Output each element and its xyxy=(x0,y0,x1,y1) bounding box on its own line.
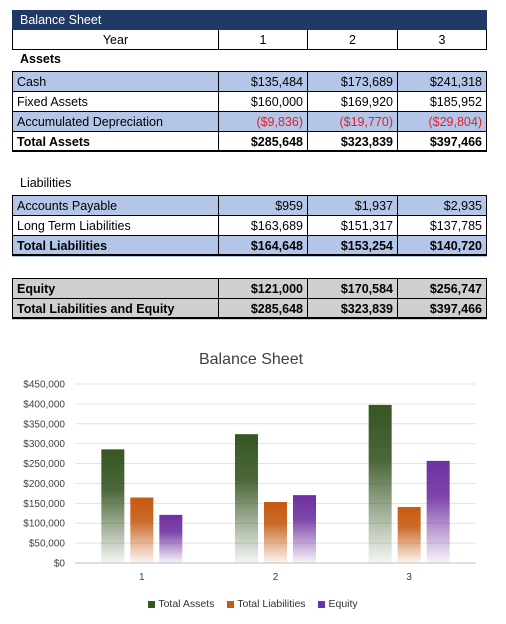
legend-swatch xyxy=(318,600,326,608)
legend-label: Total Liabilities xyxy=(237,598,306,610)
row-value: $163,689 xyxy=(219,216,308,236)
row-value: $1,937 xyxy=(308,196,398,216)
legend-label: Equity xyxy=(328,598,358,610)
bar-total-assets xyxy=(101,449,125,563)
year-header-row: Year 1 2 3 xyxy=(12,30,487,50)
row-value: $135,484 xyxy=(219,72,308,92)
equity-row: Equity $121,000 $170,584 $256,747 xyxy=(12,278,487,299)
bar-total-liabilities xyxy=(397,507,421,563)
row-value: $285,648 xyxy=(219,132,308,152)
total-assets-row: Total Assets $285,648 $323,839 $397,466 xyxy=(12,132,487,153)
sheet-title: Balance Sheet xyxy=(12,10,487,30)
row-value: $241,318 xyxy=(398,72,487,92)
row-label: Accumulated Depreciation xyxy=(12,112,219,132)
legend-item: Total Assets xyxy=(148,598,214,610)
table-row: Fixed Assets $160,000 $169,920 $185,952 xyxy=(12,92,487,112)
y-tick-label: $400,000 xyxy=(23,399,65,410)
bar-total-assets xyxy=(368,404,392,563)
assets-header: Assets xyxy=(20,52,61,66)
table-row: Accounts Payable $959 $1,937 $2,935 xyxy=(12,195,487,216)
row-value: $185,952 xyxy=(398,92,487,112)
row-value: ($19,770) xyxy=(308,112,398,132)
row-value: $153,254 xyxy=(308,236,398,256)
legend-swatch xyxy=(148,600,156,608)
bar-equity xyxy=(293,495,316,563)
row-label: Accounts Payable xyxy=(12,196,219,216)
row-value: $323,839 xyxy=(308,132,398,152)
row-value: $2,935 xyxy=(398,196,487,216)
row-value: $164,648 xyxy=(219,236,308,256)
x-tick-label: 2 xyxy=(273,572,279,583)
bar-equity xyxy=(159,514,183,563)
row-value: $160,000 xyxy=(219,92,308,112)
row-value: $140,720 xyxy=(398,236,487,256)
chart-legend: Total Assets Total Liabilities Equity xyxy=(0,598,506,610)
row-value: $256,747 xyxy=(398,279,487,299)
table-row: Long Term Liabilities $163,689 $151,317 … xyxy=(12,216,487,236)
row-value: $169,920 xyxy=(308,92,398,112)
row-value: $323,839 xyxy=(308,299,398,319)
x-tick-label: 1 xyxy=(139,572,145,583)
row-value: $170,584 xyxy=(308,279,398,299)
row-label: Fixed Assets xyxy=(12,92,219,112)
chart-title: Balance Sheet xyxy=(199,351,304,368)
legend-label: Total Assets xyxy=(158,598,215,610)
year-2: 2 xyxy=(308,30,398,50)
row-label: Long Term Liabilities xyxy=(12,216,219,236)
table-row: Accumulated Depreciation ($9,836) ($19,7… xyxy=(12,112,487,132)
y-tick-label: $150,000 xyxy=(23,499,65,510)
table-row: Cash $135,484 $173,689 $241,318 xyxy=(12,71,487,92)
bar-total-liabilities xyxy=(264,502,287,563)
y-tick-label: $0 xyxy=(54,559,66,570)
y-tick-label: $350,000 xyxy=(23,419,65,430)
legend-item: Total Liabilities xyxy=(227,598,306,610)
total-liab-equity-row: Total Liabilities and Equity $285,648 $3… xyxy=(12,299,487,320)
y-tick-label: $450,000 xyxy=(23,380,65,391)
row-value: $151,317 xyxy=(308,216,398,236)
row-value: $959 xyxy=(219,196,308,216)
row-label: Total Liabilities and Equity xyxy=(12,299,219,319)
y-tick-label: $100,000 xyxy=(23,519,65,530)
y-tick-label: $50,000 xyxy=(29,539,66,550)
row-value: ($9,836) xyxy=(219,112,308,132)
liabilities-header: Liabilities xyxy=(20,176,72,190)
balance-sheet-chart: Balance Sheet $0 $50,000 $100,000 $150,000 $… xyxy=(23,351,476,583)
bar-total-assets xyxy=(235,434,258,563)
row-value: $137,785 xyxy=(398,216,487,236)
year-label: Year xyxy=(12,30,219,50)
row-value: $285,648 xyxy=(219,299,308,319)
y-tick-label: $250,000 xyxy=(23,459,65,470)
row-label: Total Liabilities xyxy=(12,236,219,256)
row-value: $397,466 xyxy=(398,132,487,152)
y-tick-label: $300,000 xyxy=(23,439,65,450)
row-value: $397,466 xyxy=(398,299,487,319)
row-value: ($29,804) xyxy=(398,112,487,132)
year-3: 3 xyxy=(398,30,487,50)
bar-total-liabilities xyxy=(130,497,154,563)
total-liabilities-row: Total Liabilities $164,648 $153,254 $140… xyxy=(12,236,487,257)
y-tick-label: $200,000 xyxy=(23,479,65,490)
x-tick-label: 3 xyxy=(406,572,412,583)
row-value: $121,000 xyxy=(219,279,308,299)
row-label: Cash xyxy=(12,72,219,92)
legend-item: Equity xyxy=(318,598,358,610)
row-label: Equity xyxy=(12,279,219,299)
year-1: 1 xyxy=(219,30,308,50)
bar-equity xyxy=(426,460,450,563)
legend-swatch xyxy=(227,600,235,608)
row-value: $173,689 xyxy=(308,72,398,92)
row-label: Total Assets xyxy=(12,132,219,152)
